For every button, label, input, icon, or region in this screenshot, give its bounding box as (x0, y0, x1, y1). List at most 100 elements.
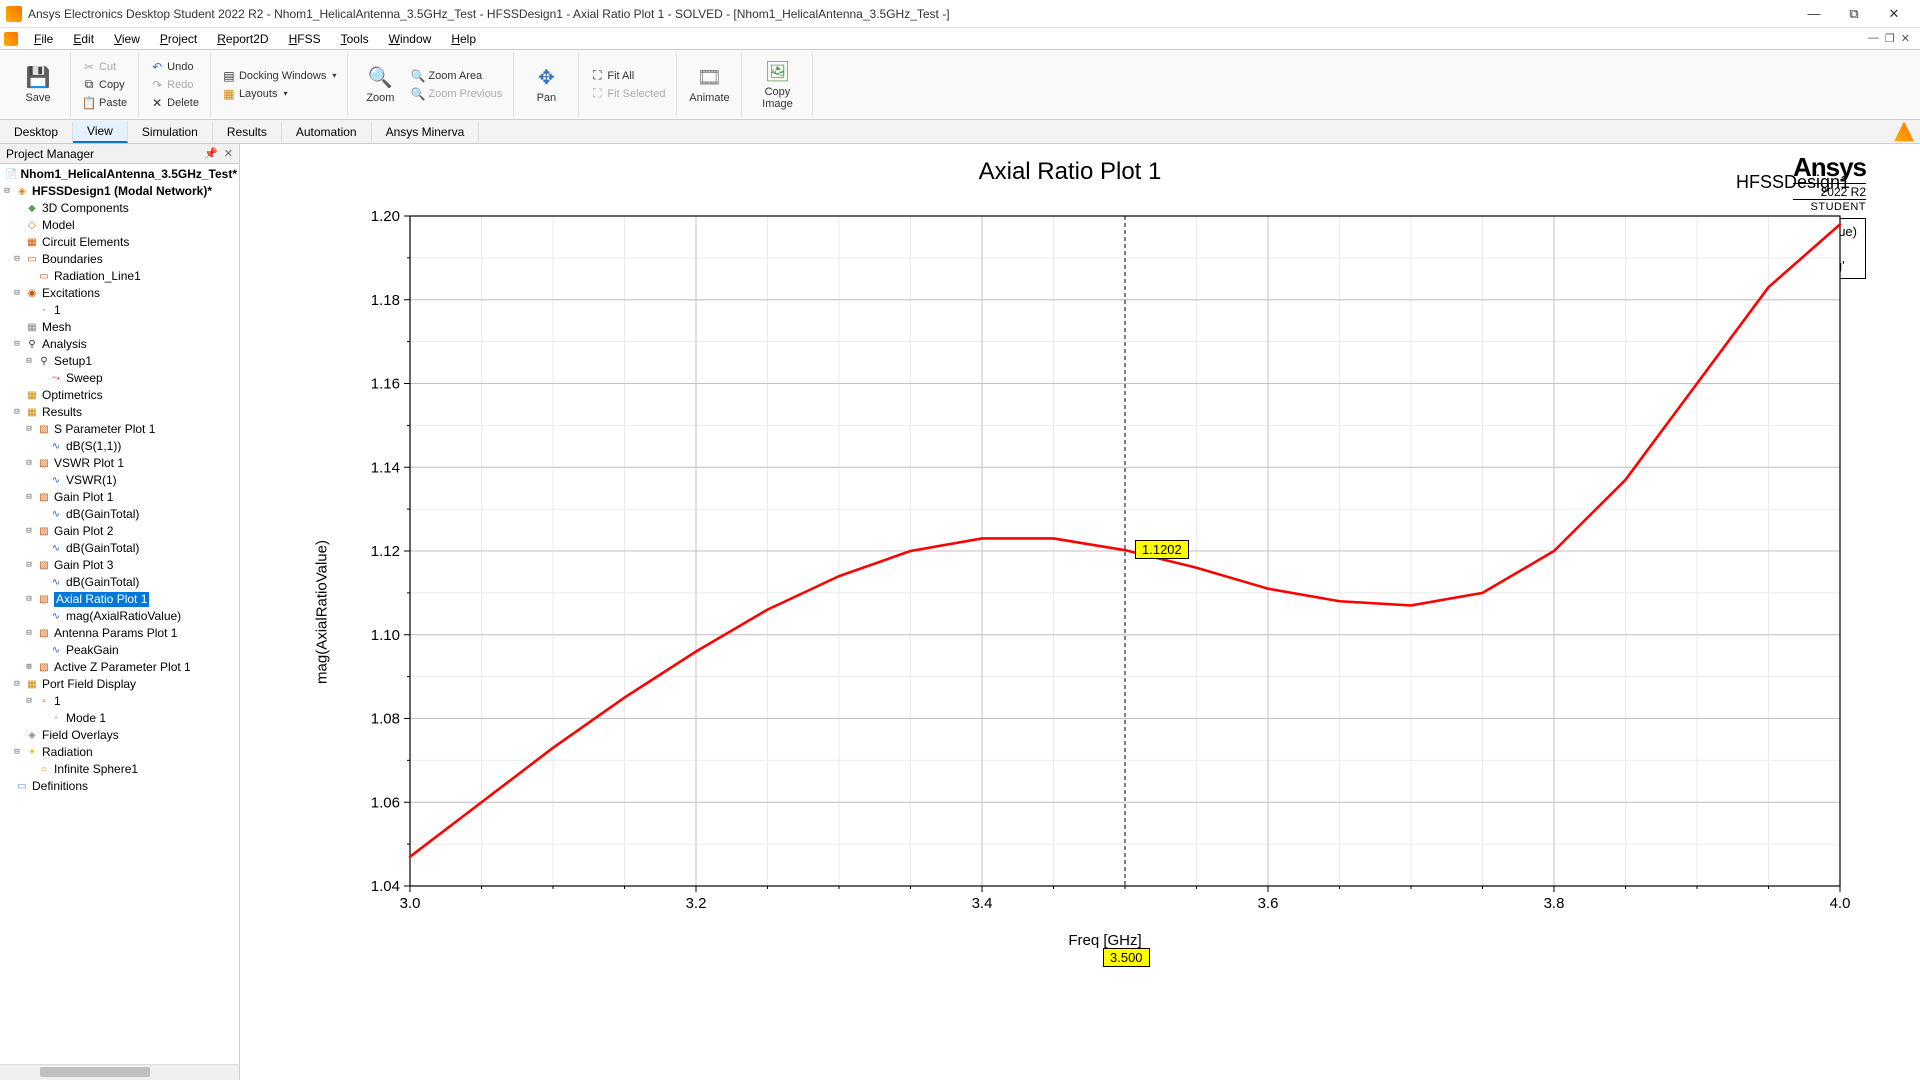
scrollbar-thumb[interactable] (40, 1067, 150, 1077)
tree-toggle-icon[interactable]: ⊟ (12, 405, 22, 420)
zoom-previous-button[interactable]: 🔍Zoom Previous (408, 86, 505, 102)
tab-results[interactable]: Results (213, 122, 282, 142)
tree-toggle-icon[interactable]: ⊟ (24, 524, 34, 539)
tree-toggle-icon[interactable]: ⊟ (24, 558, 34, 573)
tree-node[interactable]: ▭Radiation_Line1 (0, 268, 239, 285)
menu-tools[interactable]: Tools (331, 30, 379, 48)
tree-node[interactable]: ∿PeakGain (0, 642, 239, 659)
tree-node[interactable]: ⊟▧Axial Ratio Plot 1 (0, 591, 239, 608)
tree-toggle-icon[interactable]: ⊟ (2, 184, 12, 199)
layouts-button[interactable]: ▦Layouts▾ (219, 86, 339, 102)
tree-node[interactable]: ∿dB(GainTotal) (0, 574, 239, 591)
panel-pin-button[interactable]: 📌 (204, 147, 218, 160)
panel-close-button[interactable]: ✕ (224, 147, 233, 160)
copy-image-button[interactable]: 🖼 Copy Image (750, 59, 804, 110)
tree-node[interactable]: ◦1 (0, 302, 239, 319)
tree-node[interactable]: 📄Nhom1_HelicalAntenna_3.5GHz_Test* (0, 166, 239, 183)
zoom-area-button[interactable]: 🔍Zoom Area (408, 68, 505, 84)
project-tree[interactable]: 📄Nhom1_HelicalAntenna_3.5GHz_Test*⊟◈HFSS… (0, 164, 239, 1064)
tree-node[interactable]: ⊟☀Radiation (0, 744, 239, 761)
docking-windows-button[interactable]: ▤Docking Windows▾ (219, 68, 339, 84)
tree-toggle-icon[interactable]: ⊟ (12, 286, 22, 301)
tree-node[interactable]: ⊟⚲Analysis (0, 336, 239, 353)
tree-toggle-icon[interactable]: ⊟ (12, 677, 22, 692)
redo-button[interactable]: ↷Redo (147, 77, 202, 93)
tree-node[interactable]: ◇Model (0, 217, 239, 234)
tree-toggle-icon[interactable]: ⊞ (24, 660, 34, 675)
tree-node[interactable]: ⊟▧S Parameter Plot 1 (0, 421, 239, 438)
tree-toggle-icon[interactable]: ⊟ (12, 252, 22, 267)
tree-node[interactable]: ⊟▦Port Field Display (0, 676, 239, 693)
tree-node[interactable]: ⊟▧Antenna Params Plot 1 (0, 625, 239, 642)
tree-node[interactable]: ∿dB(GainTotal) (0, 506, 239, 523)
tab-automation[interactable]: Automation (282, 122, 372, 142)
plot-container[interactable]: 3.03.23.43.63.84.01.041.061.081.101.121.… (340, 206, 1870, 949)
tab-view[interactable]: View (73, 121, 128, 143)
menu-view[interactable]: View (104, 30, 150, 48)
tree-node[interactable]: ⊟◈HFSSDesign1 (Modal Network)* (0, 183, 239, 200)
tree-node[interactable]: ∿VSWR(1) (0, 472, 239, 489)
tree-toggle-icon[interactable]: ⊟ (24, 456, 34, 471)
tree-node[interactable]: ▫Mode 1 (0, 710, 239, 727)
delete-button[interactable]: ✕Delete (147, 95, 202, 111)
tab-simulation[interactable]: Simulation (128, 122, 213, 142)
tree-toggle-icon[interactable]: ⊟ (24, 694, 34, 709)
zoom-button[interactable]: 🔍 Zoom (356, 65, 404, 104)
cut-button[interactable]: ✂Cut (79, 59, 130, 75)
tree-node[interactable]: ⊟▧Gain Plot 1 (0, 489, 239, 506)
tree-toggle-icon[interactable]: ⊟ (12, 337, 22, 352)
fit-selected-button[interactable]: ⛶Fit Selected (587, 86, 668, 102)
animate-button[interactable]: 🎞 Animate (685, 65, 733, 104)
tree-node[interactable]: ⤳Sweep (0, 370, 239, 387)
tab-desktop[interactable]: Desktop (0, 122, 73, 142)
tree-toggle-icon[interactable]: ⊟ (24, 490, 34, 505)
tree-toggle-icon[interactable]: ⊟ (12, 745, 22, 760)
menu-hfss[interactable]: HFSS (279, 30, 331, 48)
menu-project[interactable]: Project (150, 30, 207, 48)
undo-button[interactable]: ↶Undo (147, 59, 202, 75)
pan-button[interactable]: ✥ Pan (522, 65, 570, 104)
menu-window[interactable]: Window (379, 30, 442, 48)
copy-button[interactable]: ⧉Copy (79, 77, 130, 93)
tree-node[interactable]: ⊟▭Boundaries (0, 251, 239, 268)
tree-node[interactable]: ∿mag(AxialRatioValue) (0, 608, 239, 625)
tree-node[interactable]: ▦Optimetrics (0, 387, 239, 404)
tree-toggle-icon[interactable]: ⊟ (24, 626, 34, 641)
paste-button[interactable]: 📋Paste (79, 95, 130, 111)
menu-file[interactable]: File (24, 30, 63, 48)
save-button[interactable]: 💾 Save (14, 65, 62, 104)
tab-ansys-minerva[interactable]: Ansys Minerva (372, 122, 480, 142)
menu-report2d[interactable]: Report2D (207, 30, 278, 48)
tree-node[interactable]: ◆3D Components (0, 200, 239, 217)
tree-node[interactable]: ⊟◉Excitations (0, 285, 239, 302)
tree-node[interactable]: ⊟▫1 (0, 693, 239, 710)
tree-node[interactable]: ◈Field Overlays (0, 727, 239, 744)
mdi-restore-button[interactable]: ❐ (1885, 32, 1895, 45)
tree-node-icon: ▦ (25, 237, 39, 249)
close-button[interactable]: ✕ (1874, 0, 1914, 28)
tree-node[interactable]: ○Infinite Sphere1 (0, 761, 239, 778)
mdi-close-button[interactable]: ✕ (1901, 32, 1910, 45)
horizontal-scrollbar[interactable] (0, 1064, 239, 1080)
menu-edit[interactable]: Edit (63, 30, 104, 48)
tree-toggle-icon[interactable]: ⊟ (24, 422, 34, 437)
tree-node[interactable]: ⊟▧Gain Plot 2 (0, 523, 239, 540)
tree-node[interactable]: ⊟▧Gain Plot 3 (0, 557, 239, 574)
tree-node[interactable]: ▦Mesh (0, 319, 239, 336)
tree-node[interactable]: ⊟▦Results (0, 404, 239, 421)
mdi-minimize-button[interactable]: — (1868, 32, 1879, 45)
maximize-button[interactable]: ⧉ (1834, 0, 1874, 28)
tree-node[interactable]: ⊟⚲Setup1 (0, 353, 239, 370)
menu-help[interactable]: Help (441, 30, 486, 48)
fit-all-button[interactable]: ⛶Fit All (587, 68, 668, 84)
tree-node[interactable]: ⊞▧Active Z Parameter Plot 1 (0, 659, 239, 676)
tree-toggle-icon[interactable]: ⊟ (24, 354, 34, 369)
plot-svg[interactable]: 3.03.23.43.63.84.01.041.061.081.101.121.… (340, 206, 1850, 926)
minimize-button[interactable]: — (1794, 0, 1834, 28)
tree-node[interactable]: ▭Definitions (0, 778, 239, 795)
tree-node[interactable]: ⊟▧VSWR Plot 1 (0, 455, 239, 472)
tree-node[interactable]: ▦Circuit Elements (0, 234, 239, 251)
tree-toggle-icon[interactable]: ⊟ (24, 592, 34, 607)
tree-node[interactable]: ∿dB(GainTotal) (0, 540, 239, 557)
tree-node[interactable]: ∿dB(S(1,1)) (0, 438, 239, 455)
